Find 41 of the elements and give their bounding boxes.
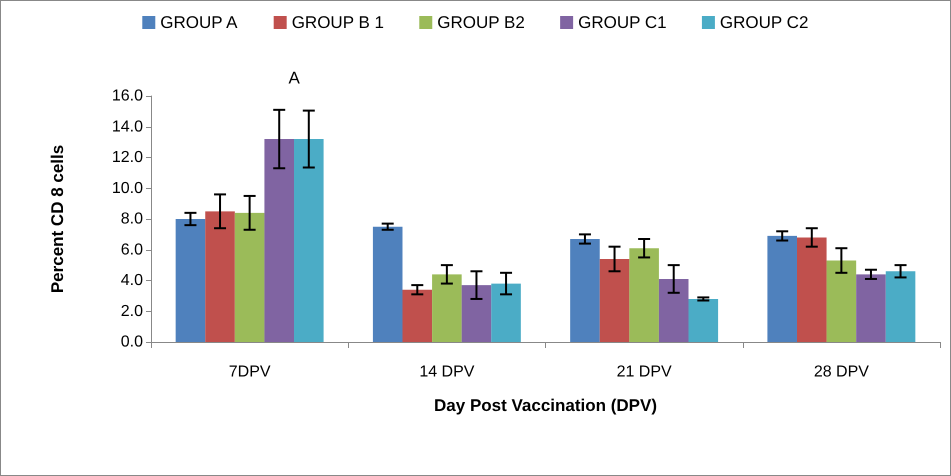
y-tick-label: 12.0 [112, 149, 144, 166]
bar [234, 212, 264, 342]
legend-label: GROUP B2 [437, 13, 525, 32]
x-tick-label: 28 DPV [814, 364, 870, 380]
bar [688, 298, 718, 342]
y-tick-label: 2.0 [120, 302, 144, 320]
bar [205, 211, 235, 342]
bar [432, 274, 462, 342]
legend-label: GROUP C1 [578, 13, 667, 32]
bar [402, 290, 432, 342]
y-tick-label: 8.0 [120, 210, 144, 228]
y-tick-label: 16.0 [112, 88, 144, 104]
x-tick-label: 14 DPV [419, 364, 475, 380]
y-tick-label: 14.0 [112, 118, 144, 136]
x-tick-label: 7DPV [228, 364, 271, 380]
y-tick-label: 0.0 [120, 334, 144, 350]
bar [886, 271, 916, 342]
y-tick-label: 6.0 [120, 241, 144, 258]
bar [629, 248, 659, 342]
bar [856, 274, 886, 342]
bar [826, 260, 856, 342]
bar [658, 278, 689, 342]
y-tick-label: 10.0 [112, 180, 144, 197]
legend-label: GROUP A [160, 13, 238, 32]
bar [176, 219, 206, 342]
y-tick-label: 4.0 [120, 272, 144, 289]
legend-label: GROUP C2 [720, 13, 808, 32]
bar [600, 258, 630, 342]
bar [264, 139, 294, 342]
bar [491, 284, 521, 342]
text: A [288, 68, 300, 88]
bar [462, 285, 492, 342]
bar [294, 139, 324, 342]
x-axis-title: Day Post Vaccination (DPV) [434, 396, 657, 415]
bar [570, 238, 600, 342]
bar [796, 237, 827, 342]
bar [767, 236, 797, 342]
y-axis-title: Percent CD 8 cells [48, 144, 67, 294]
bar [372, 226, 402, 342]
x-tick-label: 21 DPV [616, 364, 672, 380]
legend-label: GROUP B 1 [292, 13, 384, 32]
